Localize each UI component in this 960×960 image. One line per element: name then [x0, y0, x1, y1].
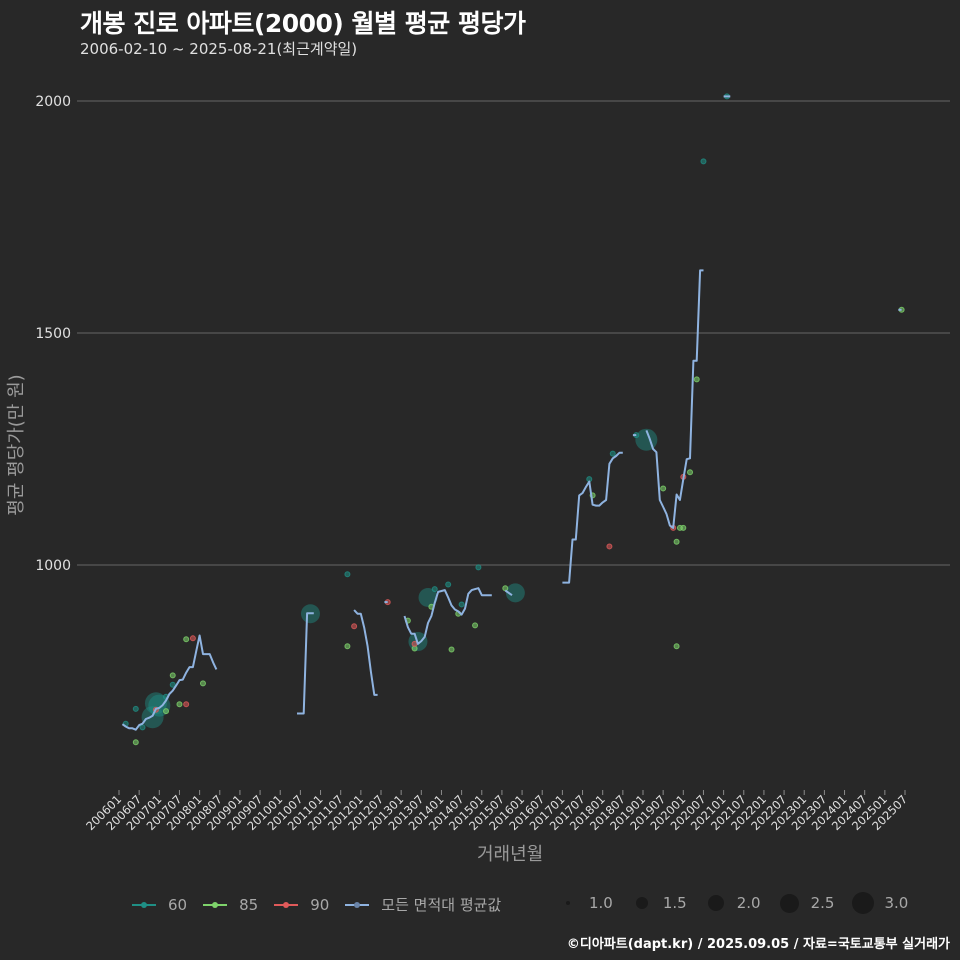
size-key-icon: [850, 890, 876, 916]
scatter-points: [122, 93, 905, 746]
svg-text:1000: 1000: [35, 558, 71, 574]
color-legend: 60 85 90 모든 면적대 평균값: [130, 894, 515, 915]
size-legend-item: 2.0: [703, 890, 761, 916]
svg-text:1500: 1500: [35, 326, 71, 342]
source-credit: ©디아파트(dapt.kr) / 2025.09.05 / 자료=국토교통부 실…: [566, 937, 950, 952]
y-axis-title: 평균 평당가(만 원): [6, 374, 27, 516]
legend-item-85: 85: [201, 896, 258, 914]
chart-subtitle: 2006-02-10 ~ 2025-08-21(최근계약일): [80, 40, 358, 58]
legend-key-85: [201, 899, 229, 911]
size-legend-item: 1.5: [629, 890, 687, 916]
legend-item-average: 모든 면적대 평균값: [343, 894, 501, 915]
legend-label: 90: [310, 895, 330, 914]
chart-title: 개봉 진로 아파트(2000) 월별 평균 평당가: [80, 9, 526, 38]
size-key-icon: [555, 890, 581, 916]
size-key-icon: [777, 890, 803, 916]
legend-label: 60: [168, 895, 188, 914]
y-axis-ticks: 1000 1500 2000: [35, 94, 71, 574]
legend-key-60: [130, 899, 158, 911]
x-axis-title: 거래년월: [477, 844, 544, 865]
svg-text:2000: 2000: [35, 94, 71, 110]
legend-label: 85: [239, 895, 259, 914]
size-legend-item: 2.5: [777, 890, 834, 916]
average-line: [121, 95, 902, 731]
size-legend-item: 3.0: [850, 890, 908, 916]
size-legend-item: 1.0: [555, 890, 613, 916]
legend-item-60: 60: [130, 896, 187, 914]
x-axis-ticks: 2006012006072007012007072008012008072009…: [83, 790, 910, 833]
legend-label: 모든 면적대 평균값: [381, 896, 502, 914]
size-key-icon: [629, 890, 655, 916]
size-legend: 1.0 1.5 2.0 2.5 3.0: [555, 890, 924, 916]
legend-key-average: [343, 899, 371, 911]
legend-item-90: 90: [272, 896, 329, 914]
legend-key-90: [272, 899, 300, 911]
size-key-icon: [703, 890, 729, 916]
y-gridlines: [77, 100, 950, 566]
